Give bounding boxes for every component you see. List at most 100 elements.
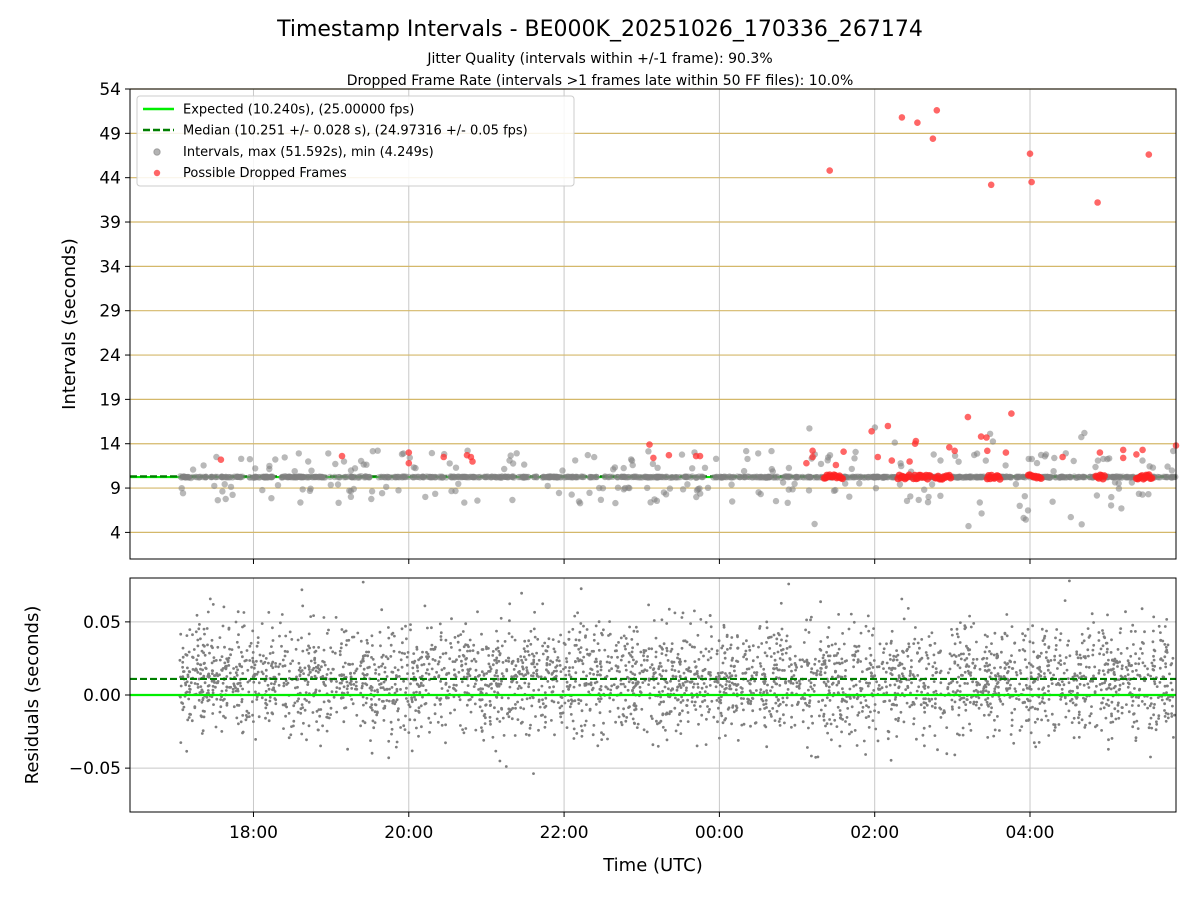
residual-point: [1086, 627, 1090, 630]
interval-point: [385, 474, 393, 481]
residual-point: [914, 696, 918, 700]
residual-point: [495, 696, 499, 699]
residual-point: [654, 655, 658, 659]
residual-point: [439, 631, 443, 635]
residual-point: [404, 624, 407, 628]
residual-point: [507, 707, 511, 711]
residual-point: [913, 637, 917, 641]
residual-point: [398, 650, 401, 654]
residual-point: [488, 699, 492, 703]
residual-point: [703, 699, 707, 702]
residual-point: [603, 648, 607, 652]
residual-point: [695, 672, 699, 676]
residual-point: [903, 667, 906, 670]
residual-point: [954, 655, 958, 658]
residual-point: [1138, 687, 1141, 691]
residual-point: [1039, 651, 1043, 655]
residual-point: [776, 632, 780, 635]
residual-point: [370, 634, 374, 638]
residual-point: [915, 737, 918, 741]
residual-point: [236, 610, 240, 614]
residual-point: [825, 650, 828, 654]
residual-point: [1133, 687, 1136, 690]
interval-point: [378, 490, 386, 497]
interval-point: [456, 474, 463, 481]
residual-point: [387, 626, 390, 629]
residual-point: [550, 672, 554, 676]
top-dropped-points: [217, 107, 1180, 483]
residual-point: [808, 699, 812, 703]
residual-point: [345, 639, 349, 642]
residual-point: [1171, 695, 1175, 699]
residual-point: [916, 674, 920, 677]
residual-point: [500, 672, 504, 675]
residual-point: [425, 650, 428, 654]
residual-point: [675, 688, 679, 692]
residual-point: [307, 724, 311, 728]
residual-point: [1105, 650, 1109, 654]
residual-point: [950, 633, 954, 637]
residual-point: [734, 704, 738, 708]
residual-point: [252, 680, 256, 684]
residual-point: [1069, 689, 1072, 693]
residual-point: [415, 726, 418, 730]
residual-point: [415, 645, 419, 649]
residual-point: [560, 704, 564, 708]
residual-point: [182, 670, 186, 673]
residual-point: [1059, 663, 1063, 666]
residual-point: [507, 656, 511, 660]
residual-point: [338, 687, 342, 690]
residual-point: [489, 683, 492, 686]
bottom-x-ticks: 18:00 20:00 22:00 00:00 02:00 04:00: [229, 812, 1055, 843]
residual-point: [824, 724, 827, 728]
residual-point: [191, 633, 194, 637]
residual-point: [188, 688, 192, 691]
interval-point: [611, 464, 619, 471]
residual-point: [987, 690, 990, 694]
residual-point: [826, 731, 829, 735]
residual-point: [899, 710, 903, 714]
interval-point: [726, 473, 733, 480]
residual-point: [1057, 661, 1061, 665]
residual-point: [531, 652, 534, 656]
residual-point: [768, 647, 772, 650]
interval-point: [1081, 429, 1088, 437]
residual-point: [984, 689, 988, 693]
residual-point: [1075, 695, 1079, 699]
residual-point: [427, 672, 431, 676]
residual-point: [764, 699, 768, 702]
residual-point: [555, 658, 559, 662]
residual-point: [843, 674, 847, 678]
residual-point: [950, 628, 953, 631]
residual-point: [567, 669, 571, 673]
residual-point: [410, 749, 414, 753]
interval-point: [1145, 491, 1152, 498]
residual-point: [578, 651, 582, 654]
interval-point: [1118, 505, 1125, 512]
residual-point: [312, 666, 316, 670]
residual-point: [755, 689, 758, 692]
residual-point: [861, 710, 864, 713]
residual-point: [1077, 735, 1081, 739]
residual-point: [289, 662, 292, 665]
residual-point: [960, 696, 964, 700]
residual-point: [626, 642, 629, 646]
residual-point: [532, 689, 536, 692]
residual-point: [775, 709, 779, 713]
interval-point: [178, 474, 185, 481]
residual-point: [1106, 662, 1110, 666]
residual-point: [652, 619, 656, 622]
residual-point: [452, 668, 456, 672]
residual-point: [224, 716, 227, 720]
residual-point: [500, 696, 504, 700]
residual-point: [989, 671, 993, 675]
interval-point: [306, 487, 314, 494]
residual-point: [624, 698, 627, 702]
residual-point: [496, 710, 500, 714]
residual-point: [577, 647, 581, 651]
residual-point: [804, 628, 807, 632]
residual-point: [516, 657, 520, 661]
residual-point: [385, 675, 389, 678]
residual-point: [963, 658, 967, 662]
residual-point: [972, 658, 975, 661]
